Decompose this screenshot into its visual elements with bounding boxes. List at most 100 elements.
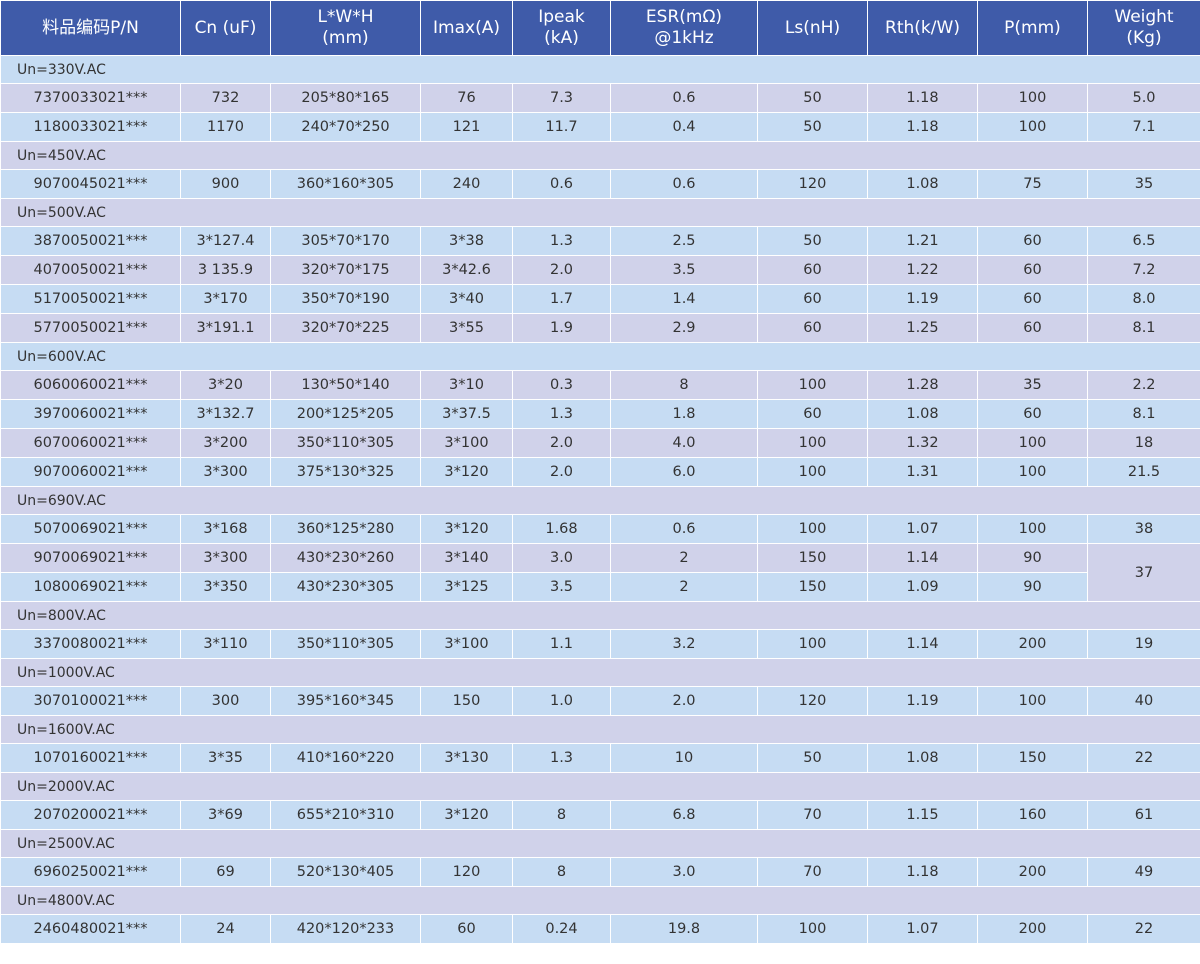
cell-ipeak: 11.7 <box>512 112 611 142</box>
voltage-group-label: Un=2000V.AC <box>0 772 1200 801</box>
header-ipeak: Ipeak (kA) <box>512 0 611 56</box>
cell-imax: 60 <box>420 914 513 944</box>
cell-esr: 0.6 <box>610 514 758 544</box>
cell-pn: 9070060021*** <box>0 457 181 487</box>
cell-esr: 0.4 <box>610 112 758 142</box>
cell-imax: 3*100 <box>420 629 513 659</box>
cell-ls: 100 <box>757 629 868 659</box>
header-line: (mm) <box>322 28 369 48</box>
header-line: ESR(mΩ) <box>645 7 723 27</box>
cell-cn: 3*350 <box>180 572 271 602</box>
cell-ipeak: 2.0 <box>512 457 611 487</box>
cell-ls: 150 <box>757 572 868 602</box>
cell-rth: 1.22 <box>867 255 978 285</box>
voltage-group-row: Un=500V.AC <box>0 198 1200 227</box>
cell-esr: 8 <box>610 370 758 400</box>
cell-esr: 4.0 <box>610 428 758 458</box>
cell-cn: 3*300 <box>180 543 271 573</box>
capacitor-spec-table: 料品编码P/N Cn (uF) L*W*H (mm) Imax(A) Ipeak (kA) E… <box>0 0 1200 944</box>
cell-imax: 121 <box>420 112 513 142</box>
cell-lwh: 130*50*140 <box>270 370 421 400</box>
cell-ipeak: 0.3 <box>512 370 611 400</box>
cell-weight: 2.2 <box>1087 370 1200 400</box>
cell-p: 90 <box>977 572 1088 602</box>
header-weight: Weight (Kg) <box>1087 0 1200 56</box>
cell-esr: 10 <box>610 743 758 773</box>
table-row: 2070200021*** 3*69 655*210*310 3*120 8 6.8 70 1… <box>0 800 1200 830</box>
table-row: 1080069021*** 3*350 430*230*305 3*125 3.5 2 15… <box>0 572 1200 602</box>
cell-rth: 1.14 <box>867 629 978 659</box>
cell-ls: 100 <box>757 514 868 544</box>
cell-pn: 6060060021*** <box>0 370 181 400</box>
cell-p: 100 <box>977 428 1088 458</box>
table-row: 3970060021*** 3*132.7 200*125*205 3*37.5 1.3… <box>0 399 1200 429</box>
cell-pn: 3970060021*** <box>0 399 181 429</box>
voltage-group-row: Un=2500V.AC <box>0 829 1200 858</box>
cell-weight: 37 <box>1087 543 1200 602</box>
cell-ipeak: 8 <box>512 800 611 830</box>
cell-cn: 3*20 <box>180 370 271 400</box>
table-row: 2460480021*** 24 420*120*233 60 0.24 19.8 100 1… <box>0 914 1200 944</box>
cell-esr: 1.4 <box>610 284 758 314</box>
voltage-group-label: Un=450V.AC <box>0 141 1200 170</box>
cell-esr: 6.0 <box>610 457 758 487</box>
table-row: 9070069021*** 3*300 430*230*260 3*140 3.0 2 15… <box>0 543 1200 602</box>
cell-p: 35 <box>977 370 1088 400</box>
cell-p: 100 <box>977 686 1088 716</box>
cell-cn: 3*200 <box>180 428 271 458</box>
cell-imax: 3*130 <box>420 743 513 773</box>
cell-ls: 120 <box>757 169 868 199</box>
cell-rth: 1.19 <box>867 686 978 716</box>
cell-pn: 9070045021*** <box>0 169 181 199</box>
cell-p: 160 <box>977 800 1088 830</box>
voltage-group-label: Un=800V.AC <box>0 601 1200 630</box>
table-row: 6060060021*** 3*20 130*50*140 3*10 0.3 8 100 1.… <box>0 370 1200 400</box>
cell-lwh: 200*125*205 <box>270 399 421 429</box>
cell-weight: 6.5 <box>1087 226 1200 256</box>
cell-pn: 1080069021*** <box>0 572 181 602</box>
cell-pn: 5170050021*** <box>0 284 181 314</box>
cell-imax: 3*40 <box>420 284 513 314</box>
table-row: 9070045021*** 900 360*160*305 240 0.6 0.6 120 1… <box>0 169 1200 199</box>
cell-pn: 1180033021*** <box>0 112 181 142</box>
cell-p: 60 <box>977 255 1088 285</box>
cell-esr: 2 <box>610 572 758 602</box>
header-line: Imax(A) <box>433 17 500 38</box>
cell-ls: 100 <box>757 370 868 400</box>
cell-ipeak: 1.1 <box>512 629 611 659</box>
cell-ls: 50 <box>757 112 868 142</box>
table-row: 5170050021*** 3*170 350*70*190 3*40 1.7 1.4 60… <box>0 284 1200 314</box>
voltage-group-row: Un=330V.AC <box>0 55 1200 84</box>
cell-weight: 49 <box>1087 857 1200 887</box>
cell-weight: 21.5 <box>1087 457 1200 487</box>
header-line: Weight <box>1114 7 1174 27</box>
cell-weight: 5.0 <box>1087 83 1200 113</box>
header-rth: Rth(k/W) <box>867 0 978 56</box>
voltage-group-row: Un=1600V.AC <box>0 715 1200 744</box>
cell-cn: 3*168 <box>180 514 271 544</box>
cell-ls: 150 <box>757 543 868 573</box>
cell-imax: 120 <box>420 857 513 887</box>
cell-ipeak: 1.9 <box>512 313 611 343</box>
cell-esr: 2.0 <box>610 686 758 716</box>
voltage-group-row: Un=450V.AC <box>0 141 1200 170</box>
cell-ipeak: 0.6 <box>512 169 611 199</box>
cell-ls: 50 <box>757 743 868 773</box>
cell-cn: 24 <box>180 914 271 944</box>
cell-ls: 100 <box>757 428 868 458</box>
cell-ipeak: 2.0 <box>512 255 611 285</box>
cell-p: 60 <box>977 284 1088 314</box>
cell-esr: 6.8 <box>610 800 758 830</box>
table-row: 7370033021*** 732 205*80*165 76 7.3 0.6 50 1.18… <box>0 83 1200 113</box>
table-body: Un=330V.AC 7370033021*** 732 205*80*165 76 7.… <box>0 55 1200 944</box>
table-row: 3070100021*** 300 395*160*345 150 1.0 2.0 120 1… <box>0 686 1200 716</box>
header-row: 料品编码P/N Cn (uF) L*W*H (mm) Imax(A) Ipeak (kA) E… <box>0 0 1200 56</box>
cell-cn: 69 <box>180 857 271 887</box>
cell-weight: 8.0 <box>1087 284 1200 314</box>
cell-p: 150 <box>977 743 1088 773</box>
cell-pn: 3870050021*** <box>0 226 181 256</box>
cell-ipeak: 1.68 <box>512 514 611 544</box>
voltage-group-row: Un=4800V.AC <box>0 886 1200 915</box>
cell-lwh: 320*70*175 <box>270 255 421 285</box>
cell-pn: 7370033021*** <box>0 83 181 113</box>
